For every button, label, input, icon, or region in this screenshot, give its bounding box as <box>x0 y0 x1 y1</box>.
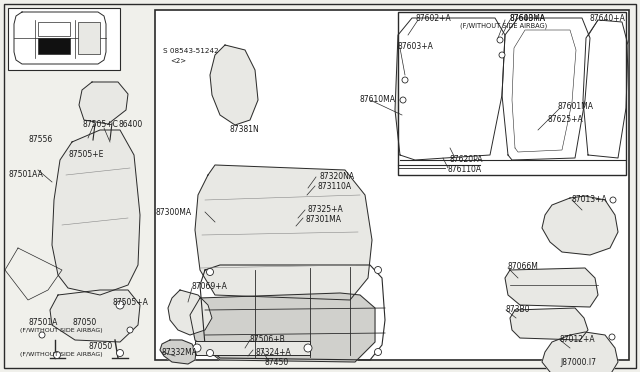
Text: (F/WITHOUT SIDE AIRBAG): (F/WITHOUT SIDE AIRBAG) <box>20 352 102 357</box>
Text: 87069+A: 87069+A <box>192 282 228 291</box>
Text: 87300MA: 87300MA <box>155 208 191 217</box>
Polygon shape <box>210 45 258 125</box>
Text: 876110A: 876110A <box>448 165 482 174</box>
Text: 86400: 86400 <box>118 120 142 129</box>
Polygon shape <box>190 293 375 362</box>
Text: 87601MA: 87601MA <box>558 102 594 111</box>
Circle shape <box>374 266 381 273</box>
Polygon shape <box>52 130 140 295</box>
Text: 87620PA: 87620PA <box>450 155 483 164</box>
Circle shape <box>116 301 124 309</box>
Text: 87320NA: 87320NA <box>320 172 355 181</box>
Bar <box>78 22 100 54</box>
Circle shape <box>497 37 503 43</box>
Circle shape <box>193 344 201 352</box>
Text: (F/WITHOUT SIDE AIRBAG): (F/WITHOUT SIDE AIRBAG) <box>20 328 102 333</box>
Text: 87505+A: 87505+A <box>112 298 148 307</box>
Text: 87066M: 87066M <box>508 262 539 271</box>
Text: S 08543-51242: S 08543-51242 <box>163 48 219 54</box>
Circle shape <box>609 334 615 340</box>
Circle shape <box>374 349 381 356</box>
Text: 87450: 87450 <box>265 358 289 367</box>
Text: 87610MA: 87610MA <box>360 95 396 104</box>
Text: 87505+C: 87505+C <box>82 120 118 129</box>
Text: 87301MA: 87301MA <box>306 215 342 224</box>
Polygon shape <box>510 308 588 340</box>
Bar <box>8 8 120 70</box>
Circle shape <box>116 350 124 356</box>
Text: 87324+A: 87324+A <box>255 348 291 357</box>
Bar <box>38 22 70 36</box>
Text: 87600MA: 87600MA <box>510 14 546 23</box>
Text: 87501AA: 87501AA <box>8 170 43 179</box>
Text: 87050: 87050 <box>72 318 96 327</box>
Polygon shape <box>79 82 128 124</box>
Text: 87332MA: 87332MA <box>162 348 198 357</box>
Polygon shape <box>168 290 212 335</box>
Text: 87325+A: 87325+A <box>308 205 344 214</box>
Polygon shape <box>14 12 106 64</box>
Polygon shape <box>195 165 372 300</box>
Polygon shape <box>395 18 505 160</box>
Polygon shape <box>512 30 576 152</box>
Polygon shape <box>583 20 628 158</box>
Text: 87501A: 87501A <box>28 318 58 327</box>
Polygon shape <box>160 340 196 364</box>
Circle shape <box>39 332 45 338</box>
Circle shape <box>207 350 214 356</box>
Text: 87506+B: 87506+B <box>250 335 285 344</box>
Polygon shape <box>50 290 140 342</box>
Text: (F/WITHOUT SIDE AIRBAG): (F/WITHOUT SIDE AIRBAG) <box>460 22 547 29</box>
Text: 87603+A: 87603+A <box>398 42 434 51</box>
Circle shape <box>499 52 505 58</box>
Text: 87602+A: 87602+A <box>416 14 452 23</box>
Text: 87640+A: 87640+A <box>590 14 626 23</box>
Bar <box>155 10 629 360</box>
Circle shape <box>610 197 616 203</box>
Text: 873110A: 873110A <box>318 182 352 191</box>
Circle shape <box>400 97 406 103</box>
Circle shape <box>54 352 61 359</box>
Text: 873B0: 873B0 <box>506 305 531 314</box>
Polygon shape <box>542 332 618 372</box>
Text: J87000.I7: J87000.I7 <box>560 358 596 367</box>
Bar <box>38 38 70 54</box>
Circle shape <box>304 344 312 352</box>
Circle shape <box>207 269 214 276</box>
Polygon shape <box>542 196 618 255</box>
Text: 87381N: 87381N <box>230 125 260 134</box>
Text: 87050: 87050 <box>88 342 112 351</box>
Text: 87012+A: 87012+A <box>560 335 596 344</box>
Text: 87556: 87556 <box>28 135 52 144</box>
Text: <2>: <2> <box>170 58 186 64</box>
Text: 87625+A: 87625+A <box>548 115 584 124</box>
Bar <box>398 12 626 175</box>
Polygon shape <box>502 18 590 160</box>
Text: 87013+A: 87013+A <box>572 195 608 204</box>
Circle shape <box>402 77 408 83</box>
Circle shape <box>127 327 133 333</box>
Text: 87643+A: 87643+A <box>510 14 546 23</box>
Text: 87505+E: 87505+E <box>68 150 104 159</box>
Bar <box>195 341 310 355</box>
Polygon shape <box>505 268 598 307</box>
